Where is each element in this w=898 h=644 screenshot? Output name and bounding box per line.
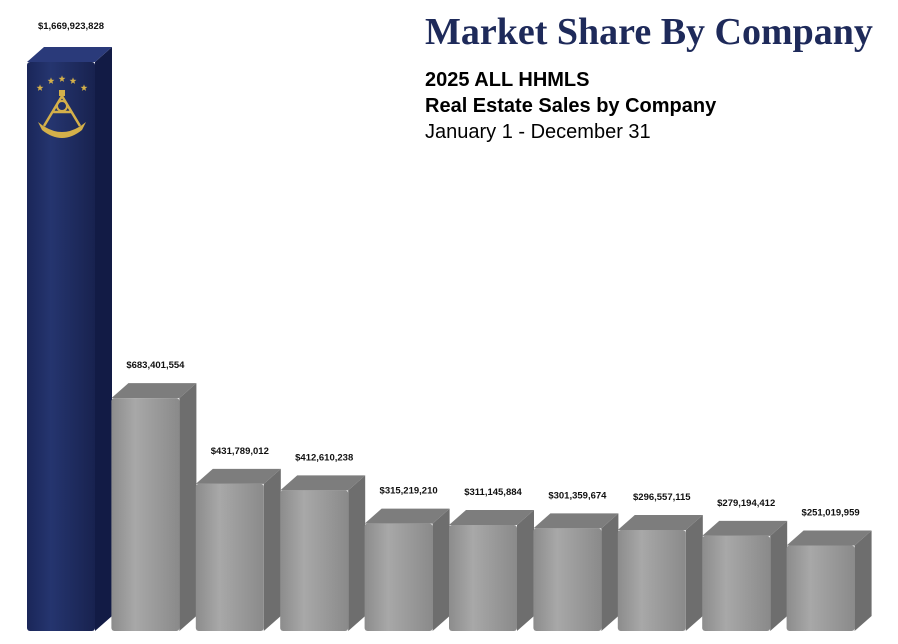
chart-title: Market Share By Company <box>425 11 873 53</box>
bar-top-face <box>195 468 281 484</box>
bar-front-face <box>786 545 855 631</box>
bar-4 <box>280 475 366 631</box>
bar-7 <box>533 513 619 631</box>
chart-subtitle-mls: 2025 ALL HHMLS <box>425 69 590 91</box>
sextant-arc <box>38 122 86 138</box>
bar-top-face <box>702 520 788 536</box>
bar-top-face <box>449 509 534 525</box>
bar-front-face <box>27 62 95 631</box>
chart-subtitle-date-range: January 1 - December 31 <box>425 121 651 143</box>
bar-value-label: $251,019,959 <box>802 507 860 518</box>
bar-front-face <box>617 529 686 631</box>
bar-top-face <box>111 383 197 399</box>
bar-top-face <box>364 508 450 524</box>
bar-value-label: $315,219,210 <box>380 486 438 497</box>
bar-side-face <box>685 514 703 631</box>
bar-front-face <box>280 490 349 631</box>
bar-top-face <box>280 475 366 491</box>
bar-value-label: $279,194,412 <box>717 498 775 509</box>
star-icon <box>80 84 88 91</box>
bar-top-face <box>786 530 872 546</box>
bar-front-face <box>702 535 771 631</box>
bar-value-label: $296,557,115 <box>633 492 691 503</box>
bar-side-face <box>770 520 788 631</box>
sextant-top <box>59 90 65 96</box>
bar-2 <box>111 383 197 631</box>
bar-side-face <box>179 383 197 631</box>
bar-value-label: $683,401,554 <box>126 360 185 371</box>
sextant-stars-icon <box>36 75 88 138</box>
bar-1 <box>27 47 112 631</box>
bar-front-face <box>364 523 433 631</box>
bar-side-face <box>348 475 366 631</box>
bar-side-face <box>854 530 872 631</box>
bar-value-label: $1,669,923,828 <box>38 21 104 32</box>
bar-front-face <box>449 524 517 631</box>
bar-side-face <box>263 468 281 631</box>
star-icon <box>69 77 77 84</box>
sextant-mirror <box>56 100 68 112</box>
bar-side-face <box>601 513 619 631</box>
bar-9 <box>702 520 788 631</box>
star-icon <box>58 75 66 82</box>
bar-front-face <box>111 398 180 631</box>
bar-10 <box>786 530 872 631</box>
star-icon <box>36 84 44 91</box>
bar-side-face <box>95 47 112 631</box>
bar-front-face <box>533 528 602 631</box>
bar-top-face <box>617 514 703 530</box>
bar-8 <box>617 514 703 631</box>
bar-front-face <box>195 483 264 631</box>
bar-top-face <box>27 47 112 62</box>
bar-3 <box>195 468 281 631</box>
bar-value-label: $301,359,674 <box>548 490 607 501</box>
bar-top-face <box>533 513 619 529</box>
bar-value-label: $431,789,012 <box>211 446 269 457</box>
bar-value-label: $311,145,884 <box>464 487 522 498</box>
bar-side-face <box>432 508 450 631</box>
bar-side-face <box>517 509 534 631</box>
bar-value-label: $412,610,238 <box>295 452 353 463</box>
bar-6 <box>449 509 534 631</box>
chart-subtitle-description: Real Estate Sales by Company <box>425 95 717 117</box>
bar-5 <box>364 508 450 631</box>
star-icon <box>47 77 55 84</box>
